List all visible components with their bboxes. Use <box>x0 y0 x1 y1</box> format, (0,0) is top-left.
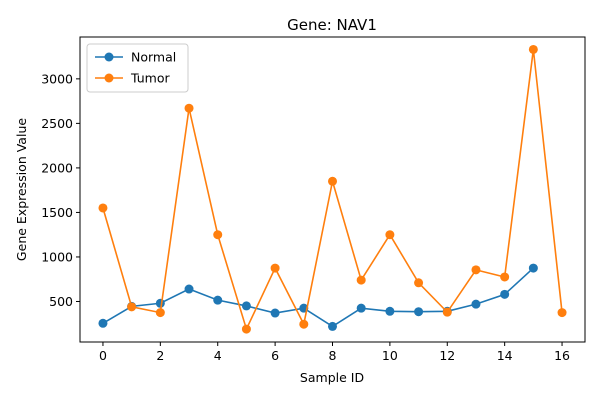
x-tick-label: 4 <box>214 348 222 363</box>
x-tick-label: 16 <box>554 348 570 363</box>
x-axis-label: Sample ID <box>300 370 364 385</box>
data-point-tumor <box>557 308 567 318</box>
series-line-normal <box>102 267 534 328</box>
data-point-normal <box>328 321 337 331</box>
data-point-normal <box>241 301 251 311</box>
y-axis-ticks: 500 1000 1500 2000 2500 3000 <box>41 71 80 309</box>
data-point-normal <box>500 289 510 299</box>
data-point-normal <box>385 306 395 316</box>
data-point-normal <box>98 318 108 328</box>
legend-marker-normal <box>104 52 114 62</box>
data-point-normal <box>184 284 194 294</box>
legend-marker-tumor <box>104 73 114 83</box>
data-point-tumor <box>385 230 395 240</box>
x-tick-label: 8 <box>329 348 337 363</box>
y-tick-label: 2500 <box>41 116 73 131</box>
data-point-tumor <box>299 319 309 329</box>
x-tick-label: 14 <box>497 348 513 363</box>
data-point-normal <box>155 298 165 308</box>
data-point-normal <box>528 263 538 273</box>
y-tick-label: 1000 <box>41 249 73 264</box>
data-point-tumor <box>241 324 251 334</box>
y-tick-label: 2000 <box>41 160 73 175</box>
y-axis-label: Gene Expression Value <box>14 118 29 261</box>
chart-title: Gene: NAV1 <box>287 16 377 34</box>
legend-label-tumor: Tumor <box>130 71 170 86</box>
y-tick-label: 1500 <box>41 205 73 220</box>
data-point-normal <box>270 308 280 318</box>
data-point-normal <box>414 307 424 317</box>
y-tick-label: 3000 <box>41 71 73 86</box>
data-point-tumor <box>127 302 137 312</box>
data-point-tumor <box>500 272 510 282</box>
x-tick-label: 12 <box>439 348 455 363</box>
x-tick-label: 2 <box>156 348 164 363</box>
data-point-normal <box>356 303 366 313</box>
data-point-tumor <box>155 308 165 318</box>
plot-area <box>98 44 567 334</box>
data-point-normal <box>213 295 223 305</box>
x-tick-label: 6 <box>271 348 279 363</box>
data-point-tumor <box>356 275 366 285</box>
data-point-tumor <box>414 278 424 288</box>
data-point-tumor <box>213 230 223 240</box>
data-point-tumor <box>328 176 337 186</box>
data-point-tumor <box>528 44 538 54</box>
x-tick-label: 10 <box>382 348 398 363</box>
x-tick-label: 0 <box>99 348 107 363</box>
data-point-tumor <box>98 203 108 213</box>
data-point-tumor <box>471 265 481 275</box>
y-tick-label: 500 <box>49 294 73 309</box>
data-point-tumor <box>442 307 452 317</box>
data-point-tumor <box>184 103 194 113</box>
legend-label-normal: Normal <box>131 50 176 65</box>
x-axis-ticks: 0 2 4 6 8 10 12 14 16 <box>99 342 570 363</box>
data-point-normal <box>471 299 481 309</box>
legend: Normal Tumor <box>86 43 189 93</box>
data-point-tumor <box>270 263 280 273</box>
